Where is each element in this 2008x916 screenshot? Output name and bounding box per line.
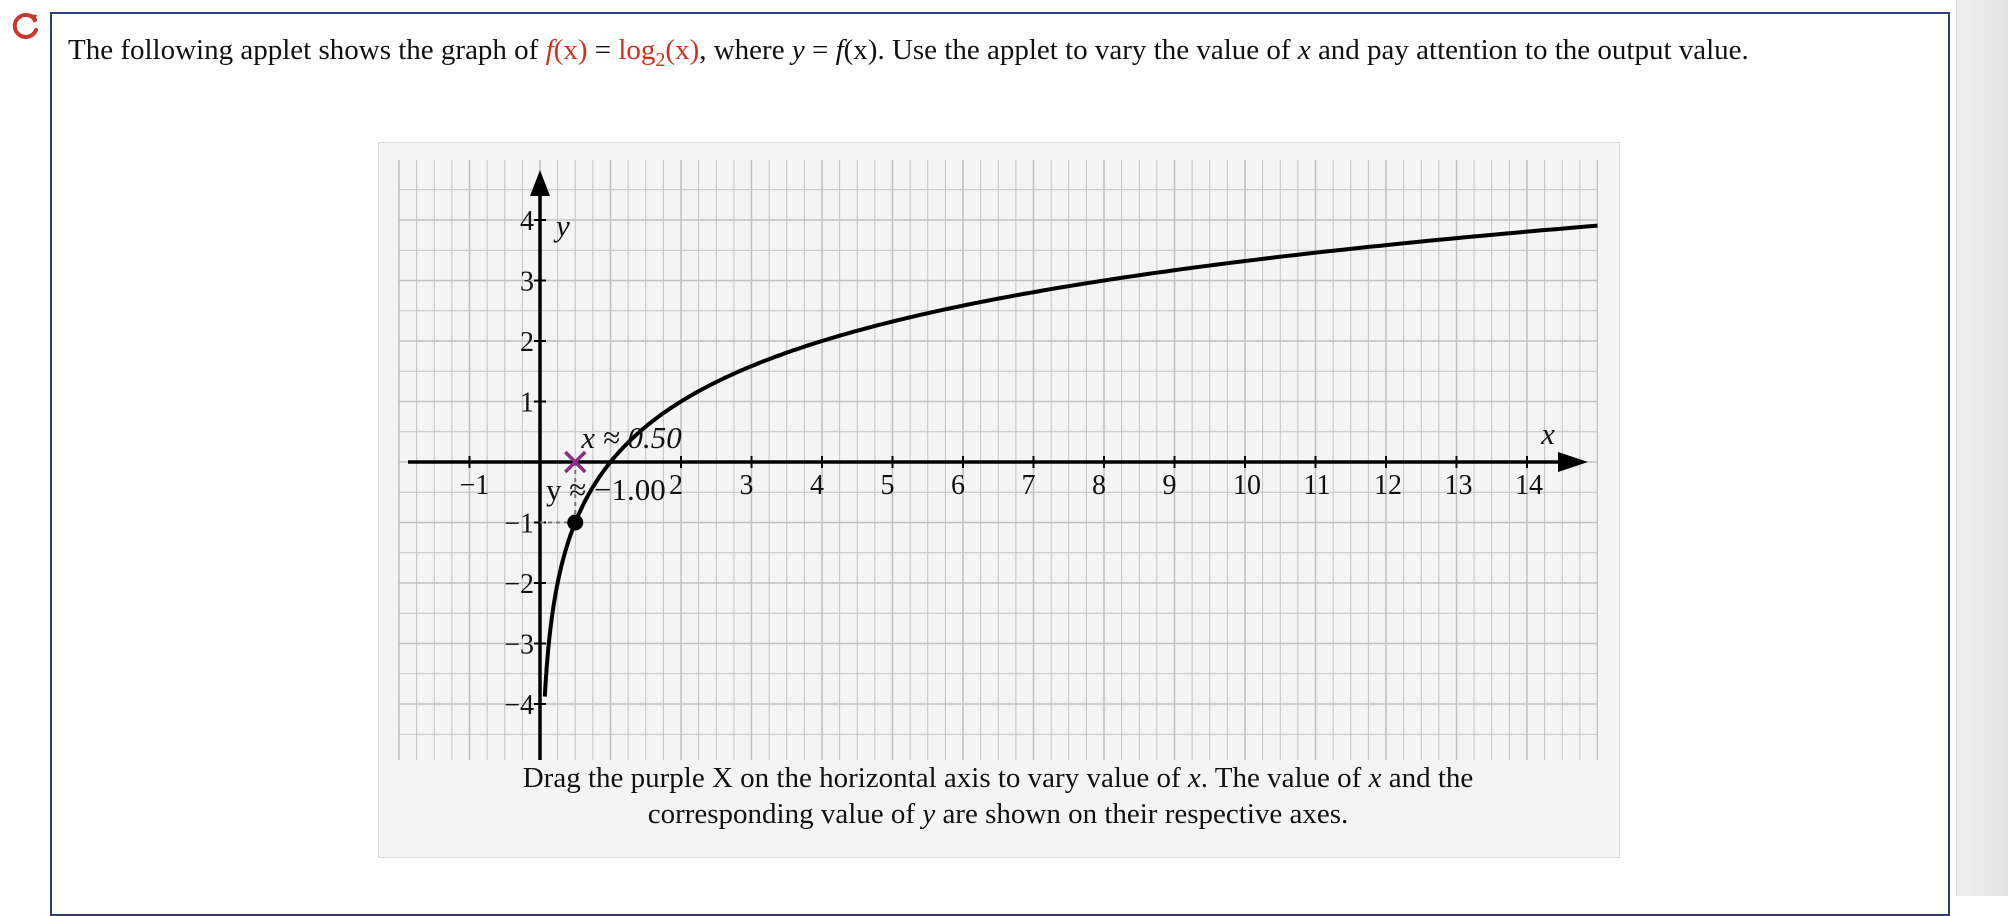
- x-tick-label: 13: [1445, 470, 1473, 501]
- y-tick-label: 2: [520, 327, 534, 358]
- x-axis-label: x: [1540, 416, 1555, 451]
- y-tick-label: −1: [504, 509, 534, 540]
- curve-point: [567, 514, 584, 531]
- x-tick-label: −1: [460, 470, 490, 501]
- x-tick-label: 3: [740, 470, 754, 501]
- x-tick-label: 11: [1304, 470, 1331, 501]
- x-tick-label: 8: [1092, 470, 1106, 501]
- scrollbar[interactable]: [1956, 0, 2008, 896]
- x-tick-label: 6: [951, 470, 965, 501]
- y-tick-label: 3: [520, 267, 534, 298]
- y-tick-label: −3: [504, 630, 534, 661]
- x-tick-label: 7: [1022, 470, 1036, 501]
- log-graph: −1 2 3 4 5 6 7 8 9 10 11 12 13 14 4 3 2 1 −1 −2 −3 −4 x y x ≈…: [398, 160, 1598, 760]
- y-tick-label: −2: [504, 569, 534, 600]
- reload-icon[interactable]: [10, 10, 42, 42]
- x-tick-label: 4: [810, 470, 824, 501]
- handle-stroke: [564, 450, 587, 474]
- y-readout: y ≈ −1.00: [546, 472, 666, 507]
- question-prompt: The following applet shows the graph of …: [68, 34, 1749, 71]
- purple-x-handle[interactable]: [564, 450, 587, 474]
- y-tick-label: −4: [504, 690, 534, 721]
- x-tick-label: 10: [1233, 470, 1261, 501]
- x-axis-arrow: [1558, 452, 1588, 472]
- y-tick-label: 1: [520, 388, 534, 419]
- y-axis-label: y: [553, 208, 570, 243]
- axes: [408, 170, 1588, 760]
- applet-caption: Drag the purple X on the horizontal axis…: [522, 762, 1474, 830]
- x-readout: x ≈ 0.50: [580, 420, 682, 455]
- log-curve: [542, 223, 1598, 697]
- x-tick-label: 12: [1374, 470, 1402, 501]
- y-tick-label: 4: [520, 206, 534, 237]
- x-tick-label: 9: [1163, 470, 1177, 501]
- y-axis-arrow: [530, 170, 550, 196]
- x-tick-label: 5: [881, 470, 895, 501]
- x-tick-label: 2: [669, 470, 683, 501]
- x-tick-label: 14: [1515, 470, 1543, 501]
- tick-labels: −1 2 3 4 5 6 7 8 9 10 11 12 13 14 4 3 2 1 −1 −2 −3 −4: [460, 206, 1544, 721]
